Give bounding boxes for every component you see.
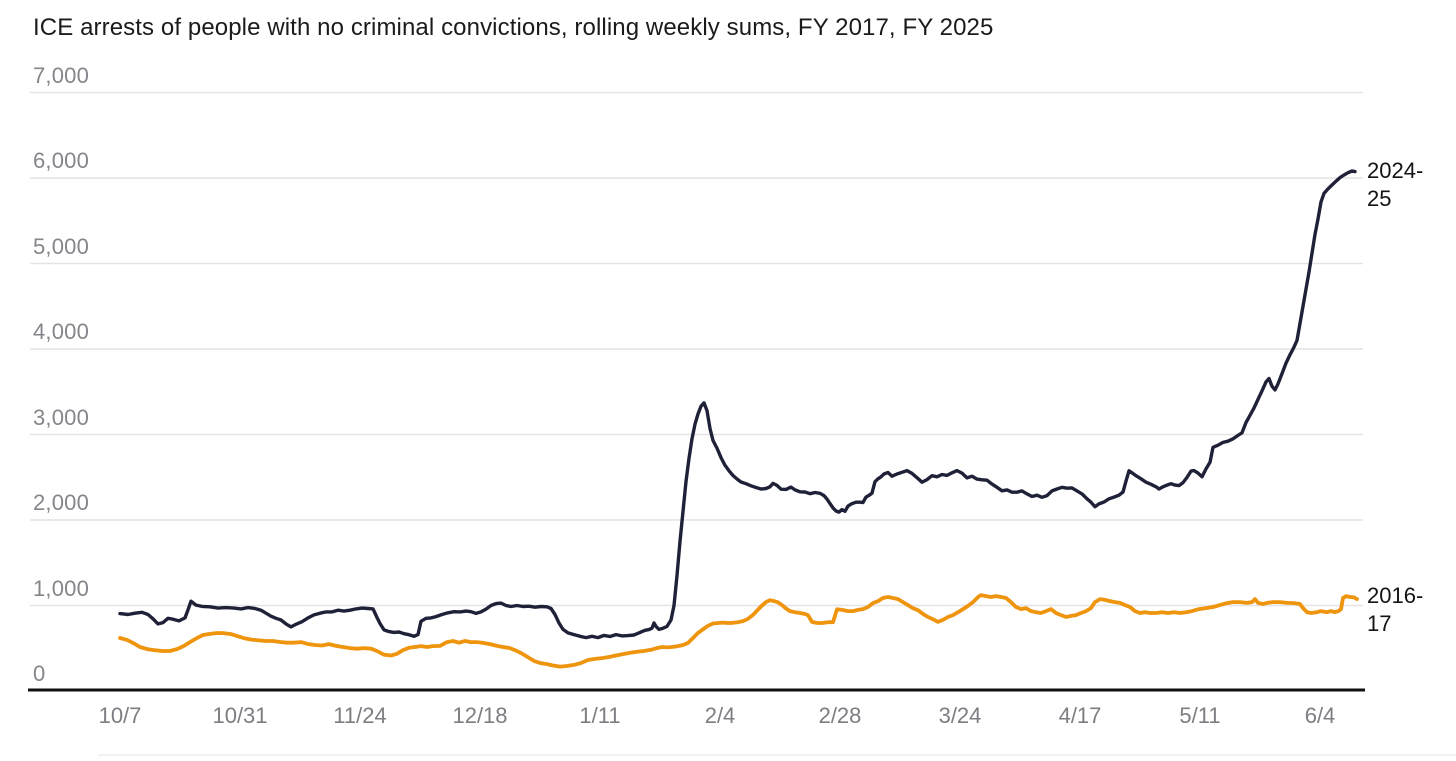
y-tick-label-1000: 1,000	[33, 575, 90, 601]
y-tick-label-0: 0	[33, 661, 46, 686]
x-tick-label-5-11: 5/11	[1179, 703, 1221, 728]
y-tick-label-3000: 3,000	[33, 404, 90, 430]
x-tick-label-3-24: 3/24	[938, 703, 982, 728]
series-line-2016-17	[118, 593, 1359, 669]
x-tick-label-10-31: 10/31	[212, 703, 268, 728]
y-tick-label-7000: 7,000	[33, 62, 90, 88]
x-tick-label-6-4: 6/4	[1304, 703, 1336, 728]
card-bottom-edge	[98, 754, 1456, 756]
x-tick-label-2-28: 2/28	[818, 703, 862, 728]
chart-title: ICE arrests of people with no criminal c…	[33, 14, 994, 41]
series-line-2024-25	[118, 169, 1357, 640]
y-tick-label-4000: 4,000	[33, 319, 90, 344]
x-tick-label-10-7: 10/7	[98, 703, 142, 728]
x-tick-label-11-24: 11/24	[333, 703, 387, 728]
x-tick-label-12-18: 12/18	[452, 703, 508, 728]
x-tick-label-1-11: 1/11	[579, 703, 621, 728]
x-tick-label-4-17: 4/17	[1058, 703, 1102, 728]
y-tick-label-2000: 2,000	[33, 490, 90, 515]
x-tick-label-2-4: 2/4	[704, 703, 736, 728]
y-tick-label-5000: 5,000	[33, 233, 90, 259]
series-label-2024-25: 2024- 25	[1367, 158, 1424, 211]
y-tick-label-6000: 6,000	[33, 148, 90, 173]
series-label-2016-17: 2016- 17	[1367, 583, 1424, 636]
